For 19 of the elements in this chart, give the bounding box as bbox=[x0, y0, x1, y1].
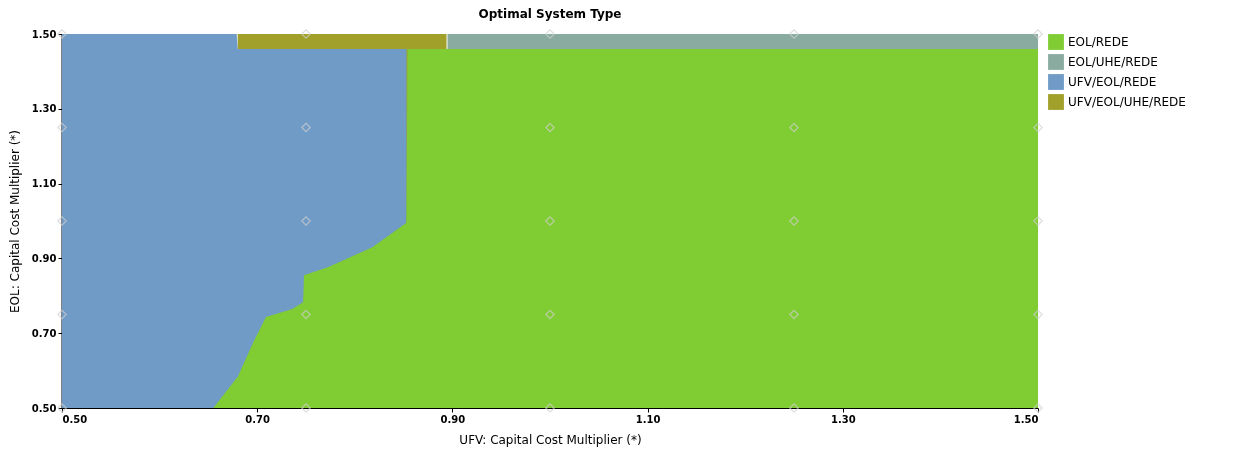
legend-label: UFV/EOL/REDE bbox=[1068, 75, 1157, 89]
x-tick-label: 0.70 bbox=[245, 413, 271, 425]
y-tick-label: 1.50 bbox=[31, 28, 57, 40]
y-tick-label: 1.30 bbox=[31, 103, 57, 115]
y-tick-label: 1.10 bbox=[31, 178, 57, 190]
x-axis-title: UFV: Capital Cost Multiplier (*) bbox=[459, 432, 642, 447]
y-tick-label: 0.90 bbox=[31, 252, 57, 264]
y-axis-title: EOL: Capital Cost Multiplier (*) bbox=[7, 129, 22, 314]
legend-label: EOL/REDE bbox=[1068, 35, 1129, 49]
y-tick-label: 0.50 bbox=[31, 402, 57, 414]
x-tick-label: 0.50 bbox=[62, 413, 88, 425]
legend-label: UFV/EOL/UHE/REDE bbox=[1068, 95, 1186, 109]
x-tick-label: 1.10 bbox=[635, 413, 661, 425]
x-tick-label: 1.30 bbox=[830, 413, 856, 425]
x-tick-label: 0.90 bbox=[440, 413, 466, 425]
x-tick-label: 1.50 bbox=[1013, 413, 1039, 425]
y-tick-label: 0.70 bbox=[31, 327, 57, 339]
legend-label: EOL/UHE/REDE bbox=[1068, 55, 1158, 69]
chart-title: Optimal System Type bbox=[478, 7, 622, 22]
